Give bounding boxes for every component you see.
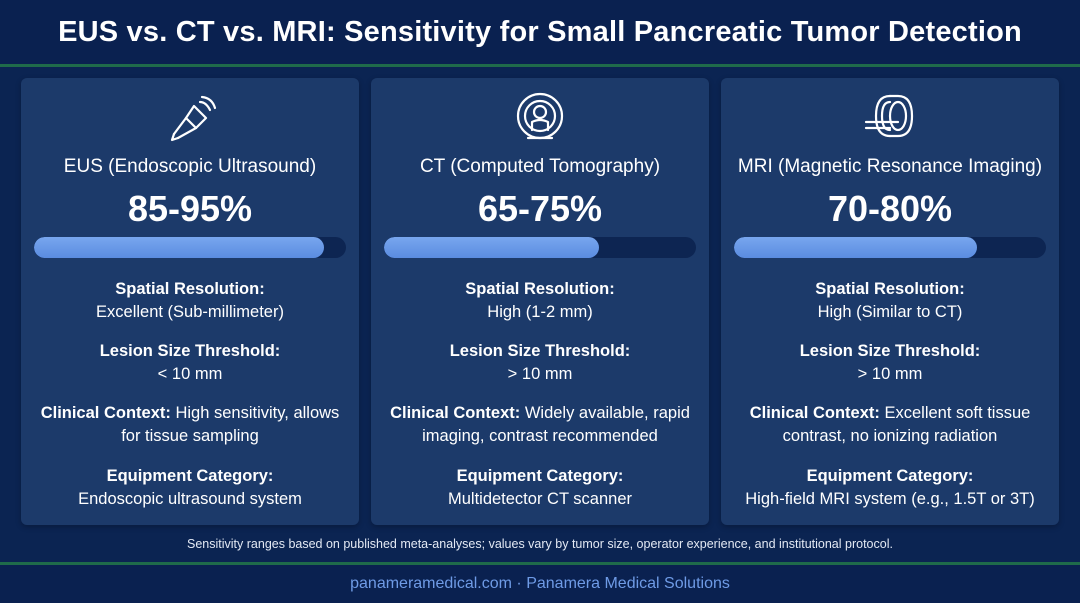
sensitivity-bar (384, 237, 696, 258)
footer: panameramedical.com · Panamera Medical S… (0, 565, 1080, 603)
threshold-block: Lesion Size Threshold: < 10 mm (29, 340, 351, 386)
modality-title: CT (Computed Tomography) (419, 156, 661, 177)
resolution-value: Excellent (Sub-millimeter) (96, 303, 284, 321)
equipment-block: Equipment Category: Multidetector CT sca… (379, 465, 701, 511)
ultrasound-probe-icon (160, 88, 220, 148)
header: EUS vs. CT vs. MRI: Sensitivity for Smal… (0, 0, 1080, 64)
context-label: Clinical Context: (390, 404, 521, 422)
equipment-value: Multidetector CT scanner (447, 490, 633, 508)
resolution-block: Spatial Resolution: High (Similar to CT) (729, 278, 1051, 324)
equipment-value: Endoscopic ultrasound system (78, 490, 302, 508)
threshold-block: Lesion Size Threshold: > 10 mm (729, 340, 1051, 386)
sensitivity-value: 85-95% (127, 188, 253, 229)
footer-divider (0, 562, 1080, 565)
equipment-label: Equipment Category: (456, 467, 624, 485)
sensitivity-bar (734, 237, 1046, 258)
threshold-value: < 10 mm (157, 365, 223, 383)
page-title: EUS vs. CT vs. MRI: Sensitivity for Smal… (58, 15, 1022, 48)
resolution-label: Spatial Resolution: (465, 280, 615, 298)
threshold-value: > 10 mm (857, 365, 923, 383)
footnote: Sensitivity ranges based on published me… (187, 537, 893, 551)
sensitivity-bar-fill (734, 237, 978, 258)
threshold-label: Lesion Size Threshold: (99, 342, 281, 360)
context-block: Clinical Context: Excellent soft tissue … (729, 402, 1051, 448)
context-value: Excellent soft tissue contrast, no ioniz… (782, 404, 1031, 445)
context-label: Clinical Context: (40, 404, 171, 422)
sensitivity-bar-fill (34, 237, 325, 258)
equipment-label: Equipment Category: (106, 467, 274, 485)
sensitivity-value: 65-75% (477, 188, 603, 229)
equipment-block: Equipment Category: Endoscopic ultrasoun… (29, 465, 351, 511)
resolution-label: Spatial Resolution: (115, 280, 265, 298)
threshold-value: > 10 mm (507, 365, 573, 383)
resolution-value: High (Similar to CT) (817, 303, 963, 321)
ct-scanner-icon (510, 88, 570, 148)
card-eus: EUS (Endoscopic Ultrasound) 85-95% Spati… (21, 78, 359, 525)
sensitivity-bar-fill (384, 237, 600, 258)
context-value: Widely available, rapid imaging, contras… (422, 404, 690, 445)
resolution-label: Spatial Resolution: (815, 280, 965, 298)
card-ct: CT (Computed Tomography) 65-75% Spatial … (371, 78, 709, 525)
context-block: Clinical Context: High sensitivity, allo… (29, 402, 351, 448)
resolution-value: High (1-2 mm) (487, 303, 593, 321)
resolution-block: Spatial Resolution: Excellent (Sub-milli… (29, 278, 351, 324)
modality-title: EUS (Endoscopic Ultrasound) (63, 156, 317, 177)
equipment-block: Equipment Category: High-field MRI syste… (729, 465, 1051, 511)
context-label: Clinical Context: (749, 404, 880, 422)
threshold-block: Lesion Size Threshold: > 10 mm (379, 340, 701, 386)
header-divider (0, 64, 1080, 67)
modality-title: MRI (Magnetic Resonance Imaging) (737, 156, 1043, 177)
threshold-label: Lesion Size Threshold: (449, 342, 631, 360)
context-value: High sensitivity, allows for tissue samp… (121, 404, 340, 445)
card-mri: MRI (Magnetic Resonance Imaging) 70-80% … (721, 78, 1059, 525)
resolution-block: Spatial Resolution: High (1-2 mm) (379, 278, 701, 324)
sensitivity-bar (34, 237, 346, 258)
equipment-label: Equipment Category: (806, 467, 974, 485)
threshold-label: Lesion Size Threshold: (799, 342, 981, 360)
sensitivity-value: 70-80% (827, 188, 953, 229)
equipment-value: High-field MRI system (e.g., 1.5T or 3T) (745, 490, 1035, 508)
footer-text[interactable]: panameramedical.com · Panamera Medical S… (350, 575, 730, 592)
mri-scanner-icon (860, 88, 920, 148)
context-block: Clinical Context: Widely available, rapi… (379, 402, 701, 448)
